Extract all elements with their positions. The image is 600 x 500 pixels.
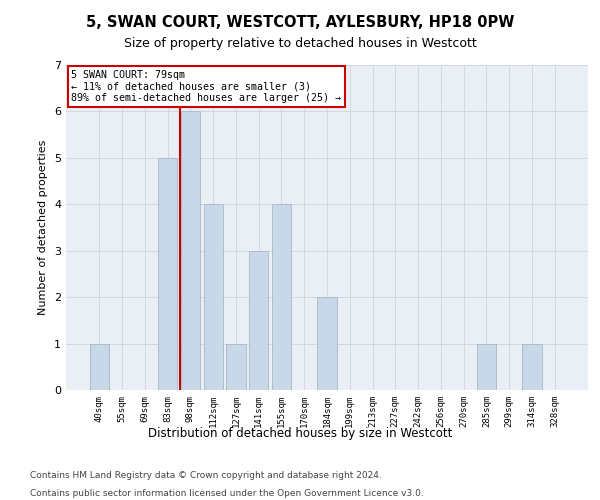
Bar xyxy=(249,250,268,390)
Bar xyxy=(476,344,496,390)
Bar xyxy=(522,344,542,390)
Text: 5, SWAN COURT, WESTCOTT, AYLESBURY, HP18 0PW: 5, SWAN COURT, WESTCOTT, AYLESBURY, HP18… xyxy=(86,15,514,30)
Text: Contains public sector information licensed under the Open Government Licence v3: Contains public sector information licen… xyxy=(30,488,424,498)
Bar xyxy=(90,344,109,390)
Bar xyxy=(181,112,200,390)
Text: 5 SWAN COURT: 79sqm
← 11% of detached houses are smaller (3)
89% of semi-detache: 5 SWAN COURT: 79sqm ← 11% of detached ho… xyxy=(71,70,341,103)
Bar xyxy=(226,344,245,390)
Text: Size of property relative to detached houses in Westcott: Size of property relative to detached ho… xyxy=(124,38,476,51)
Bar xyxy=(158,158,178,390)
Bar xyxy=(203,204,223,390)
Bar xyxy=(272,204,291,390)
Y-axis label: Number of detached properties: Number of detached properties xyxy=(38,140,49,315)
Text: Contains HM Land Registry data © Crown copyright and database right 2024.: Contains HM Land Registry data © Crown c… xyxy=(30,471,382,480)
Bar xyxy=(317,297,337,390)
Text: Distribution of detached houses by size in Westcott: Distribution of detached houses by size … xyxy=(148,428,452,440)
